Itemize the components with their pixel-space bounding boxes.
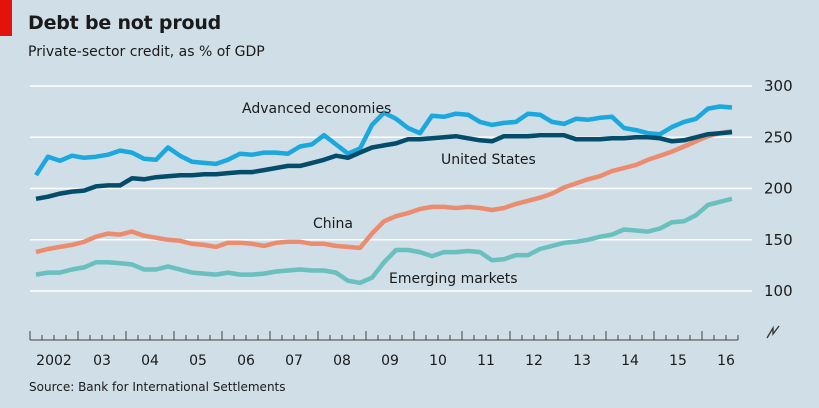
accent-bar (0, 0, 12, 36)
axis-break-mark (766, 325, 780, 339)
source-note: Source: Bank for International Settlemen… (29, 380, 286, 394)
y-tick-label: 300 (764, 77, 793, 95)
annotation-united-states: United States (441, 152, 536, 168)
x-tick-label: 15 (669, 353, 687, 369)
series-line-united-states (35, 129, 733, 202)
series-line-emerging-markets (35, 196, 733, 286)
y-axis-ticks: 100 150 200 250 300 (764, 77, 793, 300)
series-annotations: Advanced economies United States China E… (242, 101, 536, 287)
x-tick-label: 12 (525, 353, 543, 369)
annotation-china: China (313, 216, 353, 232)
x-tick-label: 05 (189, 353, 207, 369)
x-tick-label: 2002 (36, 353, 72, 369)
x-tick-label: 16 (717, 353, 735, 369)
series-line-advanced-economies (34, 104, 733, 177)
x-tick-label: 13 (573, 353, 591, 369)
x-tick-label: 10 (429, 353, 447, 369)
x-tick-label: 11 (477, 353, 495, 369)
annotation-emerging-markets: Emerging markets (389, 271, 518, 287)
y-tick-label: 150 (764, 231, 793, 249)
y-tick-label: 100 (764, 282, 793, 300)
y-tick-label: 200 (764, 180, 793, 198)
series-line-china (35, 128, 733, 255)
annotation-advanced-economies: Advanced economies (242, 101, 391, 117)
x-tick-label: 07 (285, 353, 303, 369)
x-tick-label: 14 (621, 353, 639, 369)
y-tick-label: 250 (764, 128, 793, 146)
chart-title: Debt be not proud (28, 12, 222, 34)
x-tick-label: 03 (93, 353, 111, 369)
chart-subtitle: Private-sector credit, as % of GDP (28, 44, 265, 60)
x-tick-label: 04 (141, 353, 159, 369)
x-tick-label: 08 (333, 353, 351, 369)
axis-break-icon (766, 325, 780, 339)
x-tick-label: 09 (381, 353, 399, 369)
x-tick-label: 06 (237, 353, 255, 369)
series-lines (34, 104, 733, 286)
x-axis: 2002 03 04 05 06 07 08 09 10 11 12 13 14 15 16 (29, 331, 739, 369)
